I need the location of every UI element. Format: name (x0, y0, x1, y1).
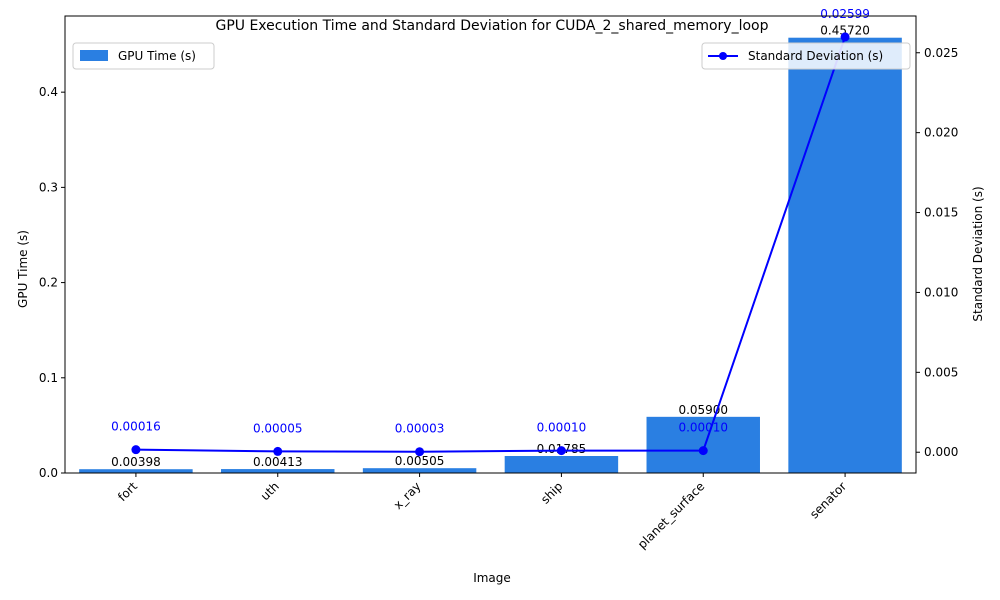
x-tick-label-planet_surface: planet_surface (635, 479, 707, 551)
std-point-x_ray (415, 447, 425, 457)
std-line-group (131, 32, 850, 457)
legend-bar-label: GPU Time (s) (118, 49, 196, 63)
std-label-senator: 0.02599 (820, 7, 870, 21)
std-label-ship: 0.00010 (537, 421, 587, 435)
x-tick-label-senator: senator (807, 479, 849, 521)
std-point-planet_surface (698, 446, 708, 456)
bar-label-fort: 0.00398 (111, 455, 161, 469)
y-tick-label: 0.1 (39, 371, 58, 385)
legend-left: GPU Time (s) (72, 42, 215, 70)
y-axis-right-label: Standard Deviation (s) (971, 186, 985, 321)
x-tick-label-fort: fort (115, 479, 140, 504)
bar-planet_surface (646, 416, 760, 473)
y-axis-left-ticks: 0.0 0.1 0.2 0.3 0.4 (39, 85, 65, 480)
y-tick-label: 0.2 (39, 276, 58, 290)
legend-line-marker (719, 52, 727, 60)
y2-tick-label: 0.015 (924, 206, 958, 220)
y-tick-label: 0.3 (39, 180, 58, 194)
std-point-uth (273, 446, 283, 456)
bar-label-x_ray: 0.00505 (395, 454, 445, 468)
std-label-x_ray: 0.00003 (395, 422, 445, 436)
bar-x_ray (362, 468, 477, 473)
legend-bar-swatch (80, 50, 108, 61)
x-axis-label: Image (473, 571, 511, 585)
y-tick-label: 0.4 (39, 85, 58, 99)
y-tick-label: 0.0 (39, 466, 58, 480)
std-point-senator (840, 32, 850, 42)
std-point-fort (131, 445, 141, 455)
bar-fort (79, 469, 193, 473)
x-tick-label-ship: ship (538, 479, 565, 506)
y-axis-left-label: GPU Time (s) (16, 230, 30, 308)
legend-line-label: Standard Deviation (s) (748, 49, 883, 63)
y2-tick-label: 0.025 (924, 46, 958, 60)
std-labels-group: 0.00016 0.00005 0.00003 0.00010 0.00010 0.025… (111, 7, 870, 436)
y2-tick-label: 0.020 (924, 126, 958, 140)
std-point-ship (556, 446, 566, 456)
bar-labels-group: 0.003980.004130.005050.017850.059000.457… (111, 24, 870, 470)
bars-group (79, 37, 902, 474)
x-tick-label-uth: uth (258, 479, 282, 503)
chart-title: GPU Execution Time and Standard Deviatio… (215, 18, 768, 34)
plot-frame (64, 15, 917, 474)
std-line (135, 36, 847, 453)
bar-ship (504, 456, 619, 473)
legend-right: Standard Deviation (s) (701, 42, 911, 70)
y2-tick-label: 0.000 (924, 445, 958, 459)
std-label-uth: 0.00005 (253, 421, 303, 435)
y-axis-right-ticks: 0.000 0.005 0.010 0.015 0.020 0.025 (916, 46, 958, 459)
std-label-fort: 0.00016 (111, 420, 161, 434)
bar-label-planet_surface: 0.05900 (678, 403, 728, 417)
std-label-planet_surface: 0.00010 (678, 421, 728, 435)
y2-tick-label: 0.010 (924, 285, 958, 299)
x-tick-label-x_ray: x_ray (391, 479, 424, 512)
x-axis-ticks: fort uth x_ray ship planet_surface senator (115, 473, 849, 552)
bar-label-senator: 0.45720 (820, 24, 870, 38)
bar-label-uth: 0.00413 (253, 455, 303, 469)
y2-tick-label: 0.005 (924, 365, 958, 379)
bar-senator (788, 37, 902, 474)
bar-uth (221, 469, 335, 473)
